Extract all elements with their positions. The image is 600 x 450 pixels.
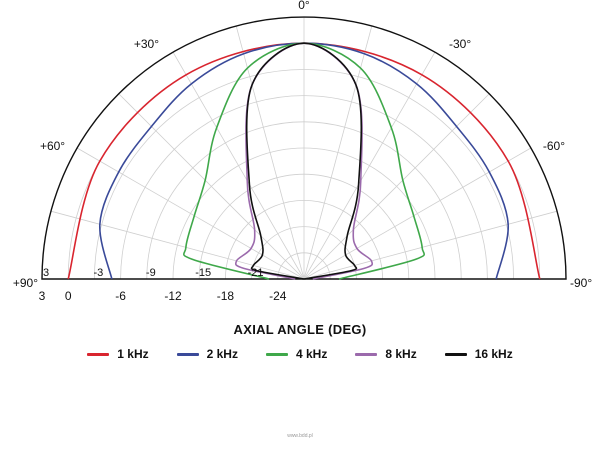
legend-swatch <box>265 352 288 356</box>
ring-value-label: -3 <box>94 267 104 279</box>
grid-spoke <box>303 210 558 280</box>
ring-value-label: 3 <box>43 267 49 279</box>
radial-tick-label: 0 <box>65 289 72 303</box>
ring-value-label: -15 <box>195 267 211 279</box>
legend-item: 4 kHz <box>265 347 328 361</box>
label-group: 0° +30° +60° +90° -30° -60° -90° 3 0 -6 -12 -18 -24 3… <box>13 0 593 303</box>
grid-spoke <box>172 51 305 280</box>
radial-tick-label: -6 <box>115 289 126 303</box>
grid-spoke <box>303 51 436 280</box>
angle-label: 0° <box>298 0 310 12</box>
legend-item: 16 kHz <box>444 347 513 361</box>
angle-label: +30° <box>134 37 159 51</box>
radial-tick-label: -12 <box>164 289 182 303</box>
ring-value-label: -9 <box>146 267 156 279</box>
legend-swatch <box>355 352 378 356</box>
angle-label: -90° <box>570 276 592 290</box>
x-axis-title: AXIAL ANGLE (DEG) <box>233 322 367 337</box>
legend-item: 8 kHz <box>355 347 417 361</box>
radial-tick-label: -18 <box>217 289 235 303</box>
series-group <box>67 42 541 280</box>
grid-spoke <box>76 147 305 280</box>
radial-tick-label: 3 <box>39 289 46 303</box>
angle-label: +90° <box>13 276 38 290</box>
legend: 1 kHz 2 kHz 4 kHz 8 kHz 16 kHz <box>0 347 600 361</box>
legend-label: 2 kHz <box>206 347 238 361</box>
grid-spoke <box>303 147 532 280</box>
grid-spoke <box>50 210 305 280</box>
footer-watermark: www.bdd.pl <box>287 433 313 439</box>
legend-item: 1 kHz <box>87 347 149 361</box>
legend-label: 16 kHz <box>474 347 513 361</box>
legend-item: 2 kHz <box>176 347 238 361</box>
polar-grid <box>41 16 567 280</box>
angle-label: -30° <box>449 37 471 51</box>
angle-label: +60° <box>40 139 65 153</box>
series-line-16-khz <box>245 42 363 280</box>
polar-chart: 0° +30° +60° +90° -30° -60° -90° 3 0 -6 -12 -18 -24 3… <box>13 0 593 303</box>
ring-value-label: -21 <box>248 267 264 279</box>
legend-label: 8 kHz <box>385 347 417 361</box>
legend-label: 4 kHz <box>295 347 328 361</box>
radial-tick-label: -24 <box>269 289 287 303</box>
legend-swatch <box>444 352 467 356</box>
grid-spoke <box>118 93 305 280</box>
outer-boundary <box>41 16 567 280</box>
legend-swatch <box>176 352 199 356</box>
angle-label: -60° <box>543 139 565 153</box>
grid-spoke <box>303 93 490 280</box>
legend-label: 1 kHz <box>117 347 149 361</box>
legend-swatch <box>87 352 110 356</box>
